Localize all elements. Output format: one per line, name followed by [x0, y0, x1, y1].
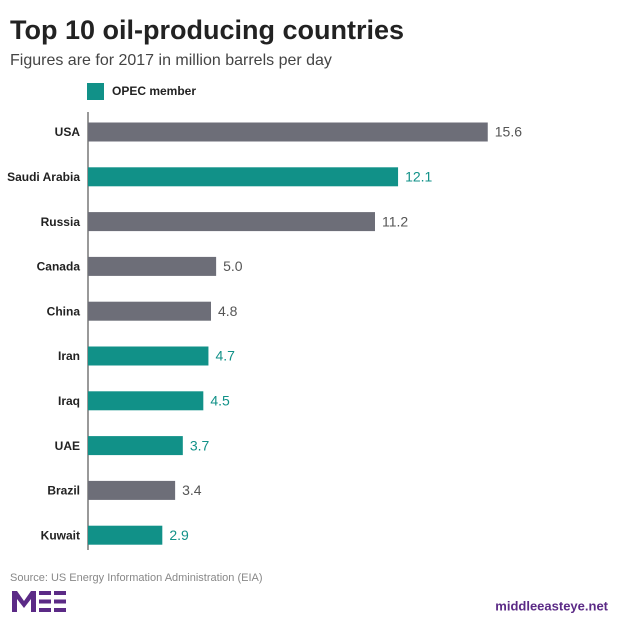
y-tick-label: Iraq — [58, 394, 80, 408]
y-tick-label: USA — [55, 125, 81, 139]
y-tick-label: UAE — [55, 439, 80, 453]
y-tick-label: Russia — [41, 215, 81, 229]
bar — [88, 256, 217, 276]
value-label: 4.7 — [215, 348, 235, 364]
bar — [88, 122, 488, 142]
value-label: 3.4 — [182, 482, 202, 498]
value-label: 4.5 — [210, 393, 230, 409]
y-tick-label: Saudi Arabia — [7, 170, 80, 184]
logo — [12, 591, 66, 612]
bar — [88, 346, 209, 366]
legend-label: OPEC member — [112, 84, 196, 98]
y-tick-label: Brazil — [47, 484, 80, 498]
y-tick-label: Canada — [37, 260, 81, 274]
value-label: 4.8 — [218, 303, 238, 319]
value-label: 2.9 — [169, 527, 189, 543]
bar — [88, 167, 399, 187]
y-tick-label: China — [47, 304, 81, 318]
legend-swatch — [87, 83, 104, 100]
chart-title: Top 10 oil-producing countries — [10, 15, 404, 45]
bar — [88, 525, 163, 545]
bar — [88, 436, 183, 456]
value-label: 12.1 — [405, 169, 432, 185]
chart-subtitle: Figures are for 2017 in million barrels … — [10, 52, 332, 69]
value-label: 15.6 — [495, 124, 522, 140]
bar — [88, 301, 211, 321]
bar — [88, 212, 375, 232]
y-tick-label: Iran — [58, 349, 80, 363]
value-label: 5.0 — [223, 258, 243, 274]
bar — [88, 480, 176, 500]
value-label: 3.7 — [190, 437, 210, 453]
source: Source: US Energy Information Administra… — [10, 572, 263, 584]
bar — [88, 391, 204, 411]
value-label: 11.2 — [382, 213, 408, 229]
site: middleeasteye.net — [495, 598, 608, 613]
y-tick-label: Kuwait — [41, 528, 80, 542]
